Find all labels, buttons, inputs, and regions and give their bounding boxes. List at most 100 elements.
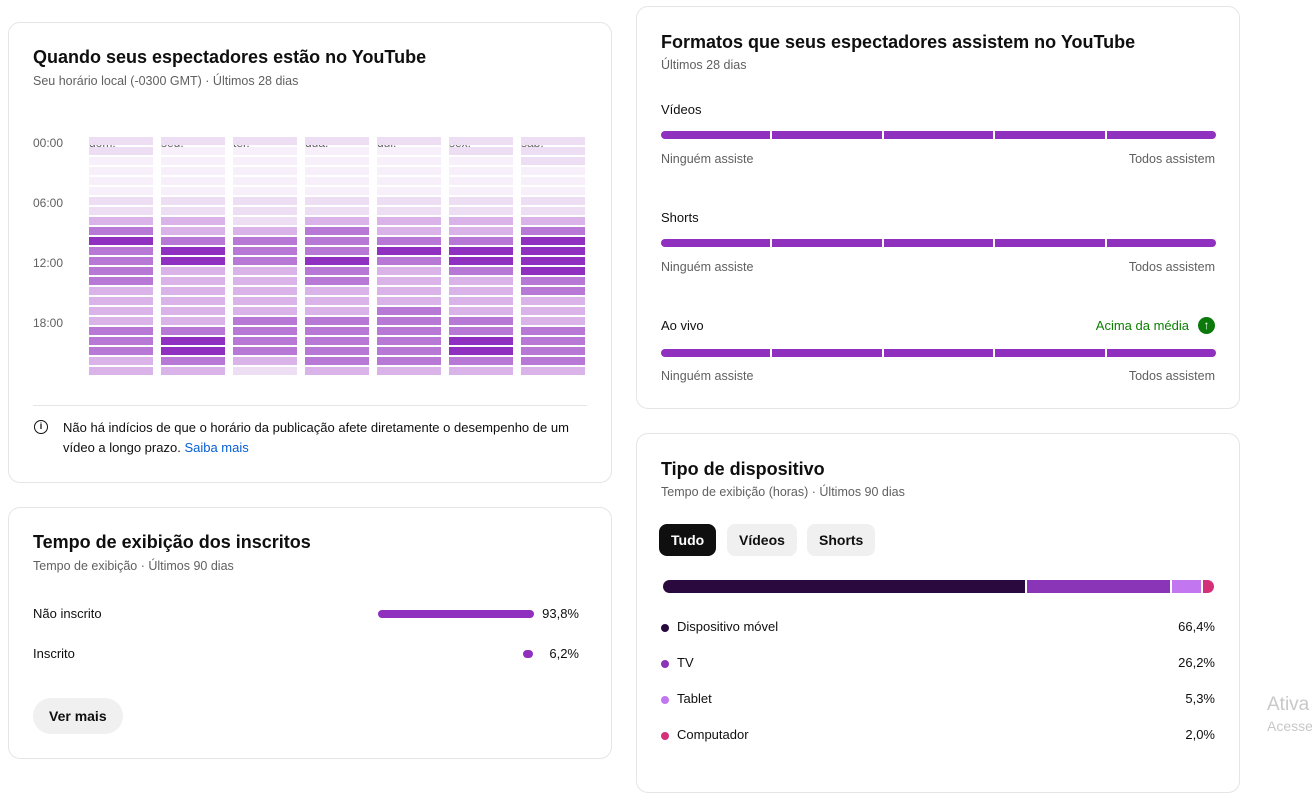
heatmap-cell[interactable] bbox=[377, 167, 441, 175]
heatmap-cell[interactable] bbox=[449, 357, 513, 365]
heatmap-cell[interactable] bbox=[305, 367, 369, 375]
heatmap-cell[interactable] bbox=[233, 217, 297, 225]
heatmap-cell[interactable] bbox=[233, 187, 297, 195]
heatmap-cell[interactable] bbox=[449, 177, 513, 185]
heatmap-cell[interactable] bbox=[377, 177, 441, 185]
heatmap-cell[interactable] bbox=[449, 327, 513, 335]
heatmap-cell[interactable] bbox=[377, 287, 441, 295]
heatmap-cell[interactable] bbox=[377, 337, 441, 345]
heatmap-cell[interactable] bbox=[89, 177, 153, 185]
heatmap-cell[interactable] bbox=[89, 247, 153, 255]
heatmap-cell[interactable] bbox=[305, 297, 369, 305]
heatmap-cell[interactable] bbox=[521, 187, 585, 195]
heatmap-cell[interactable] bbox=[233, 247, 297, 255]
heatmap-cell[interactable] bbox=[89, 297, 153, 305]
heatmap-cell[interactable] bbox=[305, 167, 369, 175]
heatmap-cell[interactable] bbox=[89, 237, 153, 245]
heatmap-cell[interactable] bbox=[161, 197, 225, 205]
heatmap-cell[interactable] bbox=[233, 257, 297, 265]
heatmap-cell[interactable] bbox=[161, 267, 225, 275]
heatmap-cell[interactable] bbox=[449, 267, 513, 275]
heatmap-cell[interactable] bbox=[161, 147, 225, 155]
heatmap-cell[interactable] bbox=[305, 257, 369, 265]
heatmap-cell[interactable] bbox=[377, 217, 441, 225]
heatmap-cell[interactable] bbox=[449, 307, 513, 315]
heatmap-cell[interactable] bbox=[377, 207, 441, 215]
heatmap-cell[interactable] bbox=[89, 347, 153, 355]
device-share-segment[interactable] bbox=[1203, 580, 1214, 593]
heatmap-cell[interactable] bbox=[521, 237, 585, 245]
heatmap-cell[interactable] bbox=[161, 347, 225, 355]
device-share-segment[interactable] bbox=[1172, 580, 1202, 593]
heatmap-cell[interactable] bbox=[161, 207, 225, 215]
heatmap-cell[interactable] bbox=[377, 227, 441, 235]
heatmap-cell[interactable] bbox=[233, 297, 297, 305]
heatmap-cell[interactable] bbox=[305, 287, 369, 295]
heatmap-cell[interactable] bbox=[89, 197, 153, 205]
heatmap-cell[interactable] bbox=[377, 357, 441, 365]
heatmap-cell[interactable] bbox=[377, 327, 441, 335]
heatmap-cell[interactable] bbox=[521, 247, 585, 255]
heatmap-cell[interactable] bbox=[377, 367, 441, 375]
heatmap-cell[interactable] bbox=[233, 277, 297, 285]
heatmap-cell[interactable] bbox=[305, 197, 369, 205]
heatmap-cell[interactable] bbox=[233, 237, 297, 245]
heatmap-cell[interactable] bbox=[449, 237, 513, 245]
device-share-segment[interactable] bbox=[1027, 580, 1171, 593]
heatmap-cell[interactable] bbox=[449, 347, 513, 355]
heatmap-cell[interactable] bbox=[305, 187, 369, 195]
heatmap-cell[interactable] bbox=[521, 177, 585, 185]
heatmap-cell[interactable] bbox=[521, 297, 585, 305]
heatmap-cell[interactable] bbox=[89, 167, 153, 175]
heatmap-cell[interactable] bbox=[233, 197, 297, 205]
heatmap-cell[interactable] bbox=[305, 217, 369, 225]
heatmap-cell[interactable] bbox=[305, 317, 369, 325]
heatmap-cell[interactable] bbox=[89, 327, 153, 335]
heatmap-cell[interactable] bbox=[89, 267, 153, 275]
heatmap-cell[interactable] bbox=[233, 307, 297, 315]
heatmap-cell[interactable] bbox=[521, 207, 585, 215]
heatmap-cell[interactable] bbox=[161, 337, 225, 345]
heatmap-cell[interactable] bbox=[377, 277, 441, 285]
heatmap-cell[interactable] bbox=[305, 177, 369, 185]
heatmap-cell[interactable] bbox=[233, 287, 297, 295]
heatmap-cell[interactable] bbox=[449, 287, 513, 295]
heatmap-cell[interactable] bbox=[305, 207, 369, 215]
heatmap-cell[interactable] bbox=[233, 207, 297, 215]
heatmap-cell[interactable] bbox=[233, 147, 297, 155]
heatmap-cell[interactable] bbox=[233, 157, 297, 165]
heatmap-cell[interactable] bbox=[377, 247, 441, 255]
heatmap-cell[interactable] bbox=[89, 287, 153, 295]
heatmap-cell[interactable] bbox=[521, 277, 585, 285]
heatmap-cell[interactable] bbox=[89, 157, 153, 165]
heatmap-cell[interactable] bbox=[305, 227, 369, 235]
heatmap-cell[interactable] bbox=[233, 177, 297, 185]
heatmap-cell[interactable] bbox=[521, 357, 585, 365]
heatmap-cell[interactable] bbox=[449, 277, 513, 285]
heatmap-cell[interactable] bbox=[449, 297, 513, 305]
heatmap-cell[interactable] bbox=[233, 227, 297, 235]
heatmap-cell[interactable] bbox=[377, 317, 441, 325]
heatmap-cell[interactable] bbox=[521, 267, 585, 275]
heatmap-cell[interactable] bbox=[521, 167, 585, 175]
heatmap-cell[interactable] bbox=[521, 327, 585, 335]
heatmap-cell[interactable] bbox=[377, 257, 441, 265]
heatmap-cell[interactable] bbox=[161, 227, 225, 235]
heatmap-cell[interactable] bbox=[449, 317, 513, 325]
heatmap-cell[interactable] bbox=[89, 187, 153, 195]
heatmap-cell[interactable] bbox=[521, 367, 585, 375]
heatmap-cell[interactable] bbox=[521, 227, 585, 235]
heatmap-cell[interactable] bbox=[161, 137, 225, 145]
heatmap-cell[interactable] bbox=[449, 247, 513, 255]
heatmap-cell[interactable] bbox=[233, 367, 297, 375]
heatmap-cell[interactable] bbox=[377, 137, 441, 145]
heatmap-cell[interactable] bbox=[521, 287, 585, 295]
heatmap-cell[interactable] bbox=[377, 267, 441, 275]
heatmap-cell[interactable] bbox=[89, 227, 153, 235]
heatmap-cell[interactable] bbox=[449, 137, 513, 145]
heatmap-cell[interactable] bbox=[377, 187, 441, 195]
heatmap-cell[interactable] bbox=[521, 137, 585, 145]
heatmap-cell[interactable] bbox=[161, 247, 225, 255]
heatmap-cell[interactable] bbox=[305, 347, 369, 355]
heatmap-cell[interactable] bbox=[161, 277, 225, 285]
